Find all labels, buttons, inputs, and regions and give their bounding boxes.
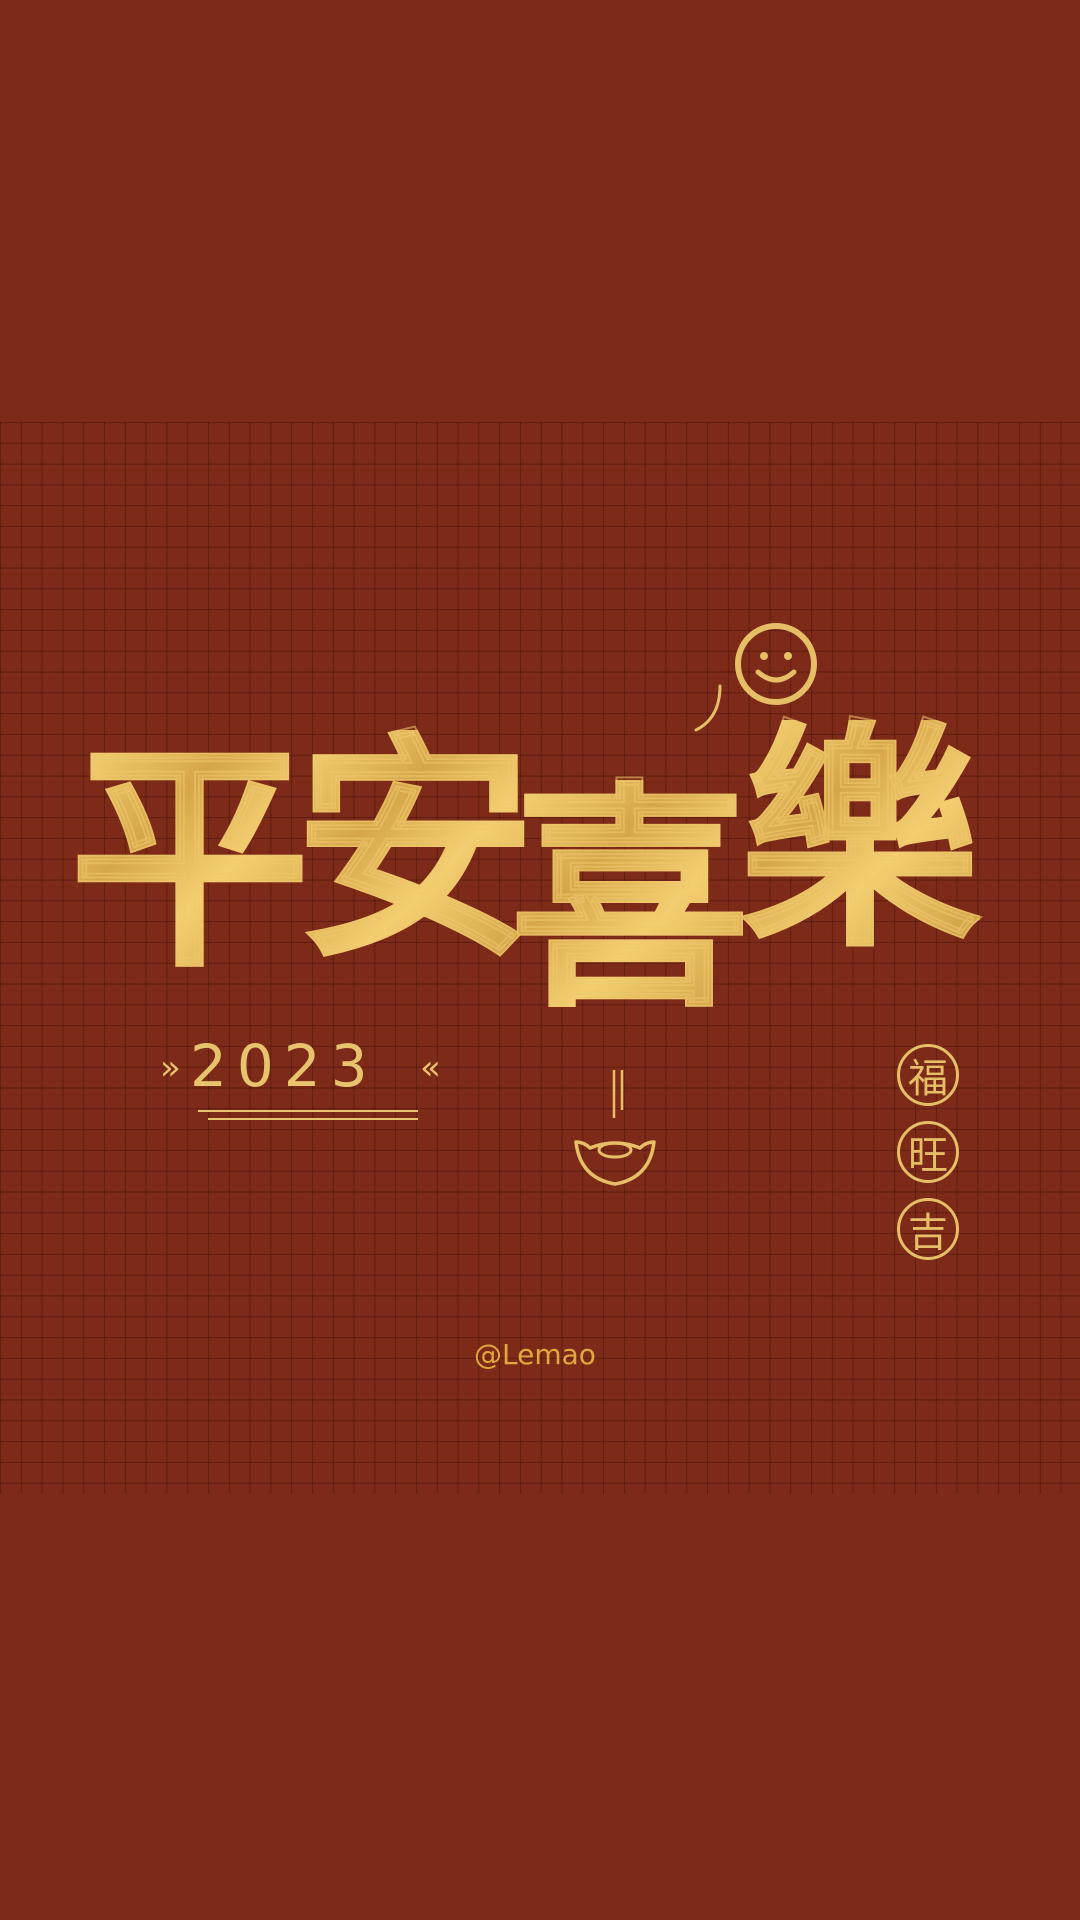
title-char-4: 樂	[739, 700, 981, 980]
gold-ingot-icon	[574, 1140, 656, 1186]
year-left-mark: »	[160, 1048, 181, 1088]
title-char-2: 安	[294, 710, 536, 990]
stamp-ji: 吉	[897, 1198, 959, 1260]
title-lettering: 平 安 喜 樂	[69, 700, 1030, 1060]
smiley-icon	[735, 623, 817, 705]
title-char-1: 平	[69, 720, 311, 1000]
year-label: » 2023 «	[150, 1030, 460, 1120]
year-underline-1	[198, 1110, 418, 1112]
smiley-tail-doodle	[694, 684, 722, 732]
year-text: 2023	[190, 1032, 378, 1100]
grid-paper-background	[0, 422, 1080, 1494]
year-right-mark: «	[420, 1048, 441, 1088]
author-watermark: @Lemao	[474, 1338, 596, 1371]
stamp-wang: 旺	[897, 1121, 959, 1183]
ingot-drop-lines	[612, 1070, 624, 1118]
stamp-fu: 福	[897, 1044, 959, 1106]
title-char-3: 喜	[509, 760, 751, 1040]
year-underline-2	[208, 1118, 418, 1120]
